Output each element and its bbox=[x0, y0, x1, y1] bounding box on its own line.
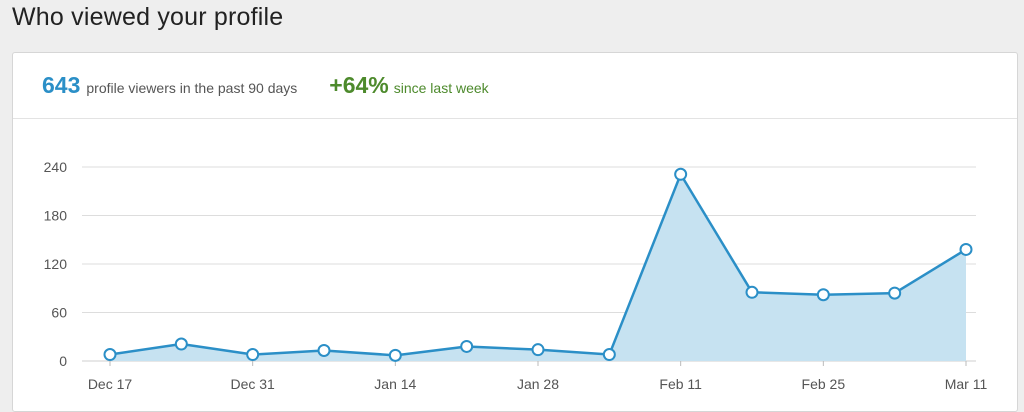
x-tick-label: Feb 11 bbox=[659, 376, 702, 392]
viewers-stat: 643 profile viewers in the past 90 days bbox=[42, 72, 297, 99]
growth-label: since last week bbox=[393, 80, 489, 96]
viewers-count: 643 bbox=[42, 72, 81, 98]
data-point-feb-25 bbox=[816, 288, 830, 302]
card-header: 643 profile viewers in the past 90 days … bbox=[13, 53, 1017, 119]
data-point-jan-28 bbox=[531, 343, 545, 357]
y-tick-label: 180 bbox=[44, 208, 68, 224]
views-area bbox=[110, 174, 966, 361]
x-tick-label: Dec 17 bbox=[88, 376, 133, 392]
data-point-jan-7 bbox=[317, 343, 331, 357]
data-point-jan-21 bbox=[460, 339, 474, 353]
data-point-feb-4 bbox=[602, 348, 616, 362]
y-tick-label: 120 bbox=[44, 256, 68, 272]
x-tick-label: Jan 14 bbox=[374, 376, 416, 392]
x-tick-label: Dec 31 bbox=[230, 376, 275, 392]
y-tick-label: 60 bbox=[51, 305, 67, 321]
data-point-feb-18 bbox=[745, 285, 759, 299]
data-point-mar-4 bbox=[888, 286, 902, 300]
data-point-jan-14 bbox=[388, 348, 402, 362]
x-tick-label: Feb 25 bbox=[802, 376, 846, 392]
x-tick-label: Jan 28 bbox=[517, 376, 559, 392]
x-tick-label: Mar 11 bbox=[945, 376, 988, 392]
growth-value: +64% bbox=[329, 72, 389, 98]
growth-stat: +64% since last week bbox=[329, 72, 488, 99]
data-point-dec-31 bbox=[246, 348, 260, 362]
data-point-mar-11 bbox=[959, 242, 973, 256]
viewers-label: profile viewers in the past 90 days bbox=[86, 80, 298, 96]
y-tick-label: 240 bbox=[44, 159, 68, 175]
y-tick-label: 0 bbox=[59, 353, 67, 369]
page-title: Who viewed your profile bbox=[12, 3, 284, 31]
data-point-dec-24 bbox=[174, 337, 188, 351]
data-point-dec-17 bbox=[103, 348, 117, 362]
data-point-feb-11 bbox=[674, 167, 688, 181]
